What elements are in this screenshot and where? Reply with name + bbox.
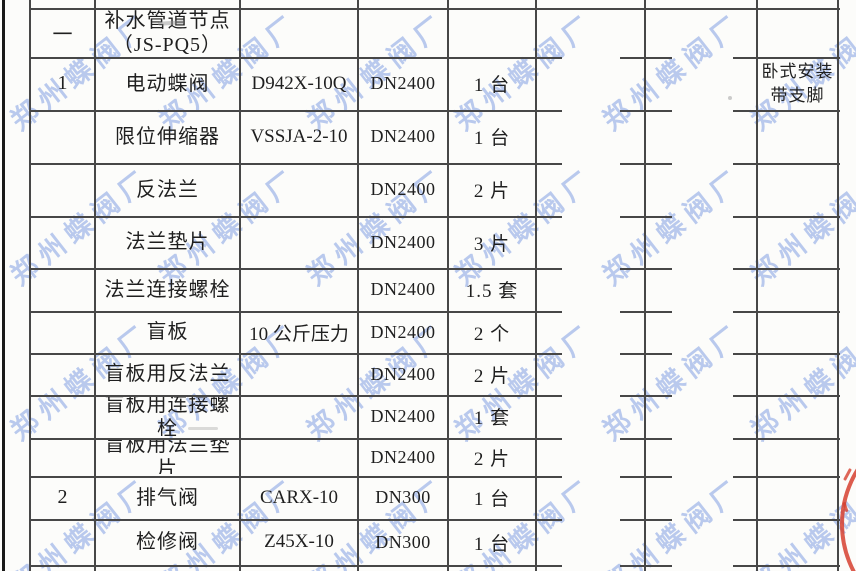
cell-qty: 2 个 <box>473 323 511 345</box>
watermark-text: 郑州蝶阀厂 <box>597 472 750 571</box>
table-vline <box>756 0 758 571</box>
cell-name: 盲板用反法兰 <box>104 363 231 385</box>
table-hline <box>733 519 840 521</box>
table-hline <box>620 438 672 440</box>
red-stamp-arc <box>840 420 856 571</box>
table-hline <box>733 565 840 567</box>
table-hline <box>30 57 562 59</box>
cell-spec: DN2400 <box>370 231 436 252</box>
cell-name: 法兰垫片 <box>125 231 210 253</box>
watermark-text: 郑州蝶阀厂 <box>597 162 750 292</box>
cell-model: CARX-10 <box>259 486 339 508</box>
cell-qty: 1 台 <box>473 533 511 555</box>
table-vline <box>94 0 96 571</box>
table-hline <box>30 8 840 10</box>
table-hline <box>30 438 562 440</box>
cell-qty: 2 片 <box>473 448 511 470</box>
table-hline <box>620 476 672 478</box>
table-hline <box>30 311 562 313</box>
cell-name: 排气阀 <box>136 486 199 509</box>
table-hline <box>620 353 672 355</box>
table-hline <box>733 476 840 478</box>
table-hline <box>30 110 562 112</box>
table-hline <box>733 110 840 112</box>
cell-spec: DN2400 <box>370 406 436 426</box>
table-hline <box>620 57 672 59</box>
cell-model: 10 公斤压力 <box>249 323 349 345</box>
cell-name: 限位伸缩器 <box>115 125 220 148</box>
table-hline <box>733 163 840 165</box>
cell-seq: 一 <box>52 24 73 46</box>
table-vline <box>837 0 839 571</box>
table-hline <box>733 216 840 218</box>
table-hline <box>733 395 840 397</box>
cell-qty: 1.5 套 <box>465 281 519 302</box>
scan-edge-line <box>2 0 5 571</box>
table-hline <box>733 311 840 313</box>
table-hline <box>620 519 672 521</box>
cell-name: 盲板用连接螺栓 <box>104 397 231 436</box>
table-vline <box>29 0 31 571</box>
cell-name: 盲板用法兰垫片 <box>104 440 231 474</box>
table-hline <box>30 163 562 165</box>
cell-seq: 1 <box>57 72 68 94</box>
table-hline <box>30 353 562 355</box>
table-hline <box>733 268 840 270</box>
cell-qty: 2 片 <box>473 365 511 387</box>
cell-name: 补水管道节点 （JS-PQ5） <box>104 10 231 55</box>
table-hline <box>30 216 562 218</box>
cell-spec: DN2400 <box>370 363 436 384</box>
watermark-text: 郑州蝶阀厂 <box>597 7 750 137</box>
cell-qty: 1 套 <box>473 408 511 429</box>
cell-qty: 1 台 <box>473 489 511 510</box>
table-hline <box>30 565 562 567</box>
table-vline <box>535 0 537 571</box>
table-hline <box>620 163 672 165</box>
table-hline <box>30 519 562 521</box>
table-hline <box>620 268 672 270</box>
cell-model: D942X-10Q <box>251 72 347 94</box>
pencil-mark <box>188 427 218 430</box>
table-hline <box>30 268 562 270</box>
cell-spec: DN2400 <box>370 446 436 467</box>
cell-spec: DN300 <box>375 487 431 507</box>
table-hline <box>30 476 562 478</box>
watermark-text: 郑州蝶阀厂 <box>597 317 750 447</box>
cell-qty: 1 台 <box>473 128 511 149</box>
table-vline <box>357 0 359 571</box>
cell-qty: 3 片 <box>473 233 511 255</box>
table-hline <box>620 216 672 218</box>
table-hline <box>733 353 840 355</box>
table-hline <box>620 110 672 112</box>
table-vline <box>239 0 241 571</box>
table-vline <box>644 0 646 571</box>
cell-name: 法兰连接螺栓 <box>104 278 231 301</box>
pencil-mark <box>728 96 732 100</box>
cell-spec: DN300 <box>375 531 431 552</box>
table-hline <box>620 395 672 397</box>
cell-name: 盲板 <box>146 321 189 343</box>
table-hline <box>620 565 672 567</box>
cell-qty: 2 片 <box>473 181 511 202</box>
cell-name: 检修阀 <box>136 531 199 553</box>
table-vline <box>447 0 449 571</box>
cell-qty: 1 台 <box>473 75 511 96</box>
table-hline <box>733 57 840 59</box>
cell-name: 电动蝶阀 <box>125 72 210 95</box>
cell-spec: DN2400 <box>370 279 436 299</box>
cell-spec: DN2400 <box>370 73 436 93</box>
cell-spec: DN2400 <box>370 126 436 146</box>
cell-spec: DN2400 <box>370 321 436 342</box>
table-hline <box>30 395 562 397</box>
cell-model: Z45X-10 <box>264 531 334 552</box>
table-hline <box>733 438 840 440</box>
cell-name: 反法兰 <box>136 178 199 201</box>
cell-seq: 2 <box>57 486 68 508</box>
cell-remark: 卧式安装 带支脚 <box>761 61 834 105</box>
cell-spec: DN2400 <box>370 179 436 199</box>
table-hline <box>620 311 672 313</box>
cell-model: VSSJA-2-10 <box>250 125 348 147</box>
